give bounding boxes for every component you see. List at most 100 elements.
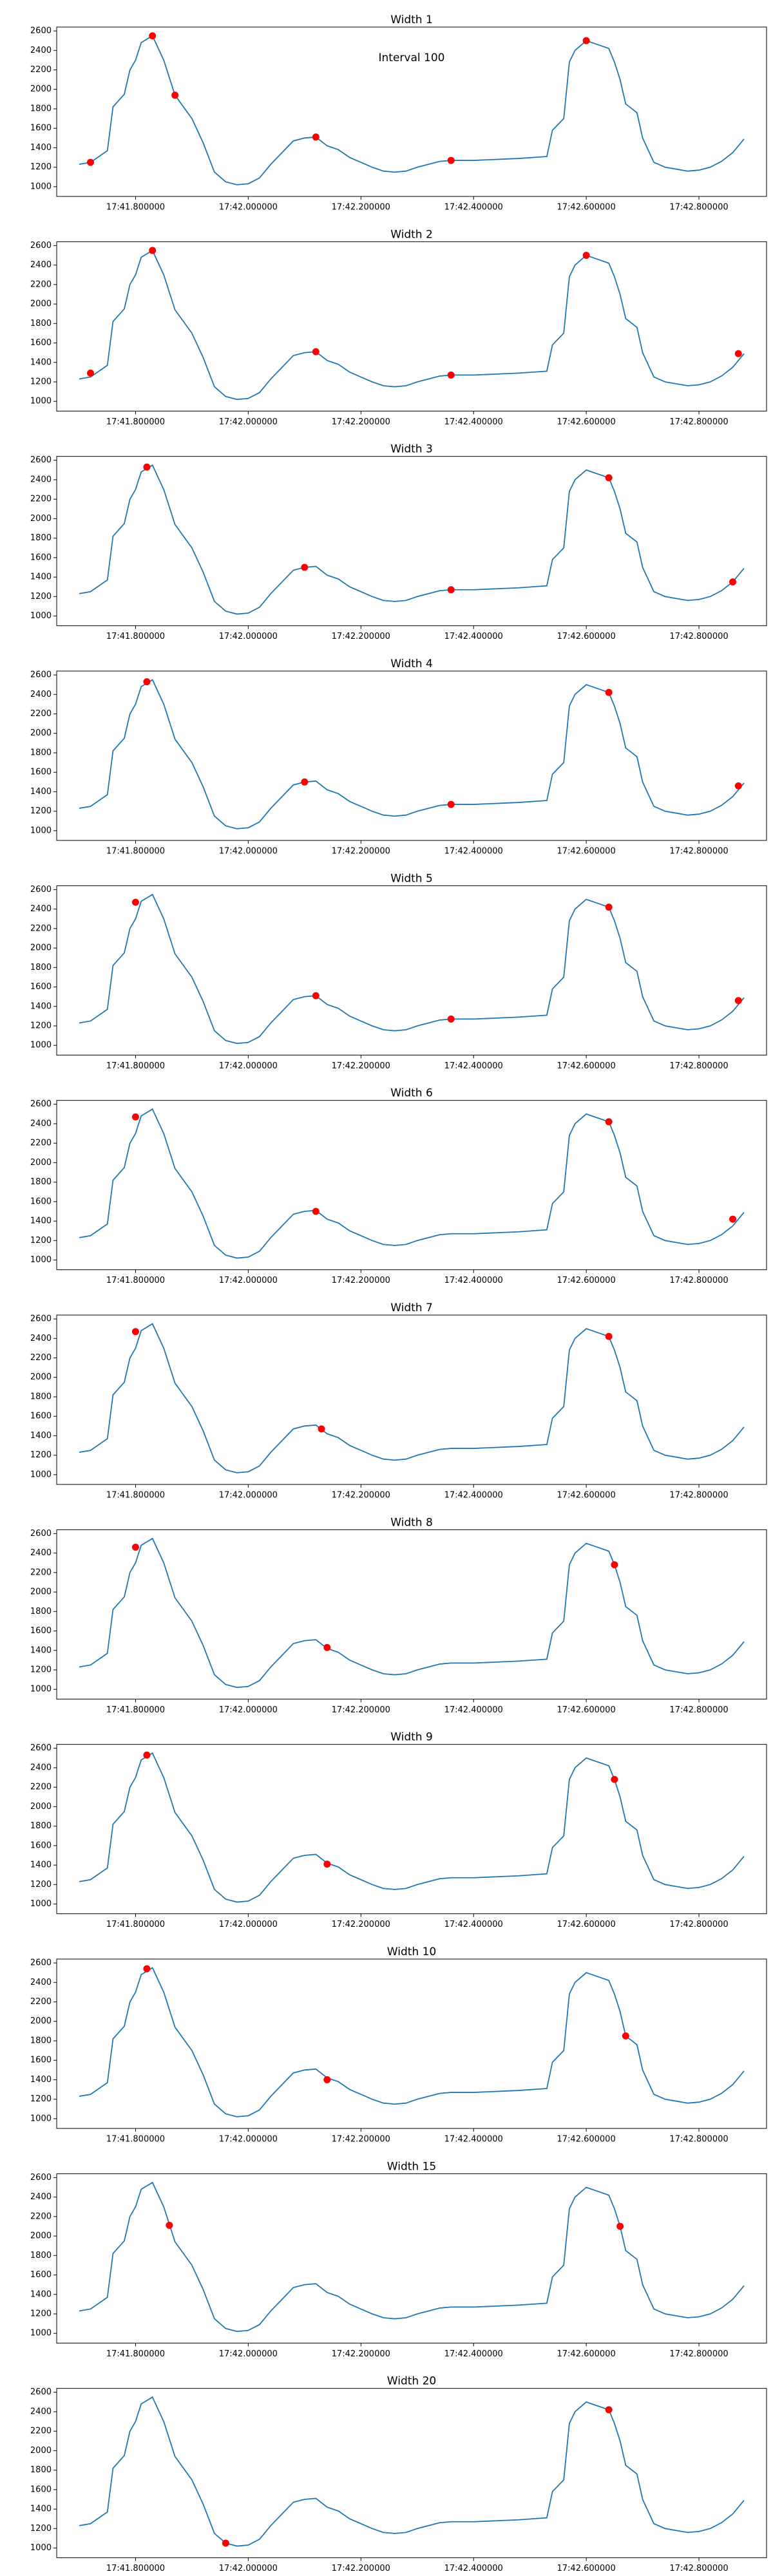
x-tick-label: 17:41.800000 [106,2135,165,2145]
peak-marker [447,156,455,164]
y-tick-label: 2000 [30,2016,52,2026]
peak-marker [622,2032,629,2040]
data-line [79,1537,745,1689]
y-tick-label: 2200 [30,709,52,719]
x-tick-label: 17:41.800000 [106,2564,165,2573]
y-tick-label: 1400 [30,1001,52,1011]
y-tick-label: 1400 [30,1861,52,1870]
y-tick-label: 2400 [30,1978,52,1987]
peak-marker [611,1776,618,1783]
y-tick-label: 1600 [30,2270,52,2280]
y-tick-label: 1600 [30,1626,52,1636]
peak-marker [86,158,94,166]
y-tick-label: 2200 [30,1783,52,1792]
y-tick-label: 1400 [30,1217,52,1226]
x-tick-label: 17:42.200000 [332,2564,390,2573]
y-tick-label: 1200 [30,592,52,601]
y-tick-label: 1000 [30,1470,52,1479]
data-line [79,2181,745,2333]
y-tick-label: 1800 [30,1821,52,1831]
peak-marker [734,997,742,1005]
axes-frame [56,2173,767,2344]
data-line [79,35,745,185]
peak-marker [605,904,613,911]
y-tick-label: 1200 [30,1450,52,1460]
data-line [79,249,745,401]
peak-marker [131,1328,139,1336]
chart-title: Width 2 [390,228,433,241]
y-tick-label: 1000 [30,182,52,191]
x-tick-label: 17:42.800000 [669,1705,728,1715]
x-tick-label: 17:42.800000 [669,2349,728,2359]
x-tick-label: 17:42.600000 [557,1491,616,1501]
peak-marker [143,1965,151,1973]
x-tick-label: 17:42.400000 [444,203,503,213]
y-tick-label: 2400 [30,1119,52,1128]
x-tick-label: 17:41.800000 [106,632,165,641]
y-tick-label: 1800 [30,748,52,757]
peak-marker [131,1544,139,1551]
axes-frame [56,885,767,1056]
x-tick-label: 17:42.200000 [332,417,390,427]
data-line [79,1323,745,1473]
x-tick-label: 17:41.800000 [106,1491,165,1501]
peak-marker [447,371,455,379]
data-line [79,1752,745,1903]
chart-title: Width 20 [387,2375,436,2388]
axes-frame [56,1958,767,2129]
y-tick-label: 1400 [30,573,52,582]
peak-marker [582,251,590,259]
x-tick-label: 17:42.000000 [219,2135,278,2145]
peak-marker [86,369,94,377]
y-tick-label: 1000 [30,397,52,406]
y-tick-label: 1600 [30,553,52,562]
y-tick-label: 2000 [30,1158,52,1168]
x-tick-label: 17:42.000000 [219,847,278,857]
x-tick-label: 17:42.200000 [332,203,390,213]
chart-title: Width 10 [387,1946,436,1958]
y-tick-label: 1800 [30,2036,52,2045]
peak-marker [143,1751,151,1759]
data-line [79,1967,745,2117]
x-tick-label: 17:42.600000 [557,2135,616,2145]
peak-marker [605,474,613,482]
x-tick-label: 17:42.600000 [557,417,616,427]
y-tick-label: 2200 [30,1353,52,1363]
y-tick-label: 1000 [30,2329,52,2338]
x-tick-label: 17:41.800000 [106,1920,165,1929]
x-tick-label: 17:42.400000 [444,1061,503,1071]
x-tick-label: 17:42.000000 [219,2349,278,2359]
y-tick-label: 2400 [30,1334,52,1343]
peak-marker [616,2222,624,2230]
axes-frame [56,26,767,197]
data-line [79,464,745,615]
peak-marker [312,133,320,141]
y-tick-label: 1200 [30,1665,52,1674]
x-tick-label: 17:42.800000 [669,1491,728,1501]
y-tick-label: 2000 [30,2231,52,2241]
y-tick-label: 1400 [30,357,52,367]
x-tick-label: 17:42.000000 [219,203,278,213]
y-tick-label: 1800 [30,1392,52,1401]
y-tick-label: 1600 [30,2485,52,2494]
peak-marker [149,247,157,254]
y-tick-label: 2600 [30,1529,52,1539]
peak-marker [312,1208,320,1215]
y-tick-label: 1800 [30,2251,52,2260]
x-tick-label: 17:41.800000 [106,847,165,857]
x-tick-label: 17:42.400000 [444,417,503,427]
peak-marker [149,32,157,40]
peak-marker [605,1332,613,1340]
peak-marker [447,1015,455,1023]
y-tick-label: 1000 [30,826,52,835]
y-tick-label: 2000 [30,1372,52,1382]
y-tick-label: 2600 [30,2173,52,2183]
y-tick-label: 1800 [30,533,52,543]
x-tick-label: 17:42.000000 [219,1061,278,1071]
x-tick-label: 17:42.400000 [444,1920,503,1929]
x-tick-label: 17:42.000000 [219,1276,278,1285]
peak-marker [605,2406,613,2414]
y-tick-label: 1000 [30,2114,52,2123]
y-tick-label: 2200 [30,2211,52,2221]
chart-title: Width 5 [390,872,433,885]
